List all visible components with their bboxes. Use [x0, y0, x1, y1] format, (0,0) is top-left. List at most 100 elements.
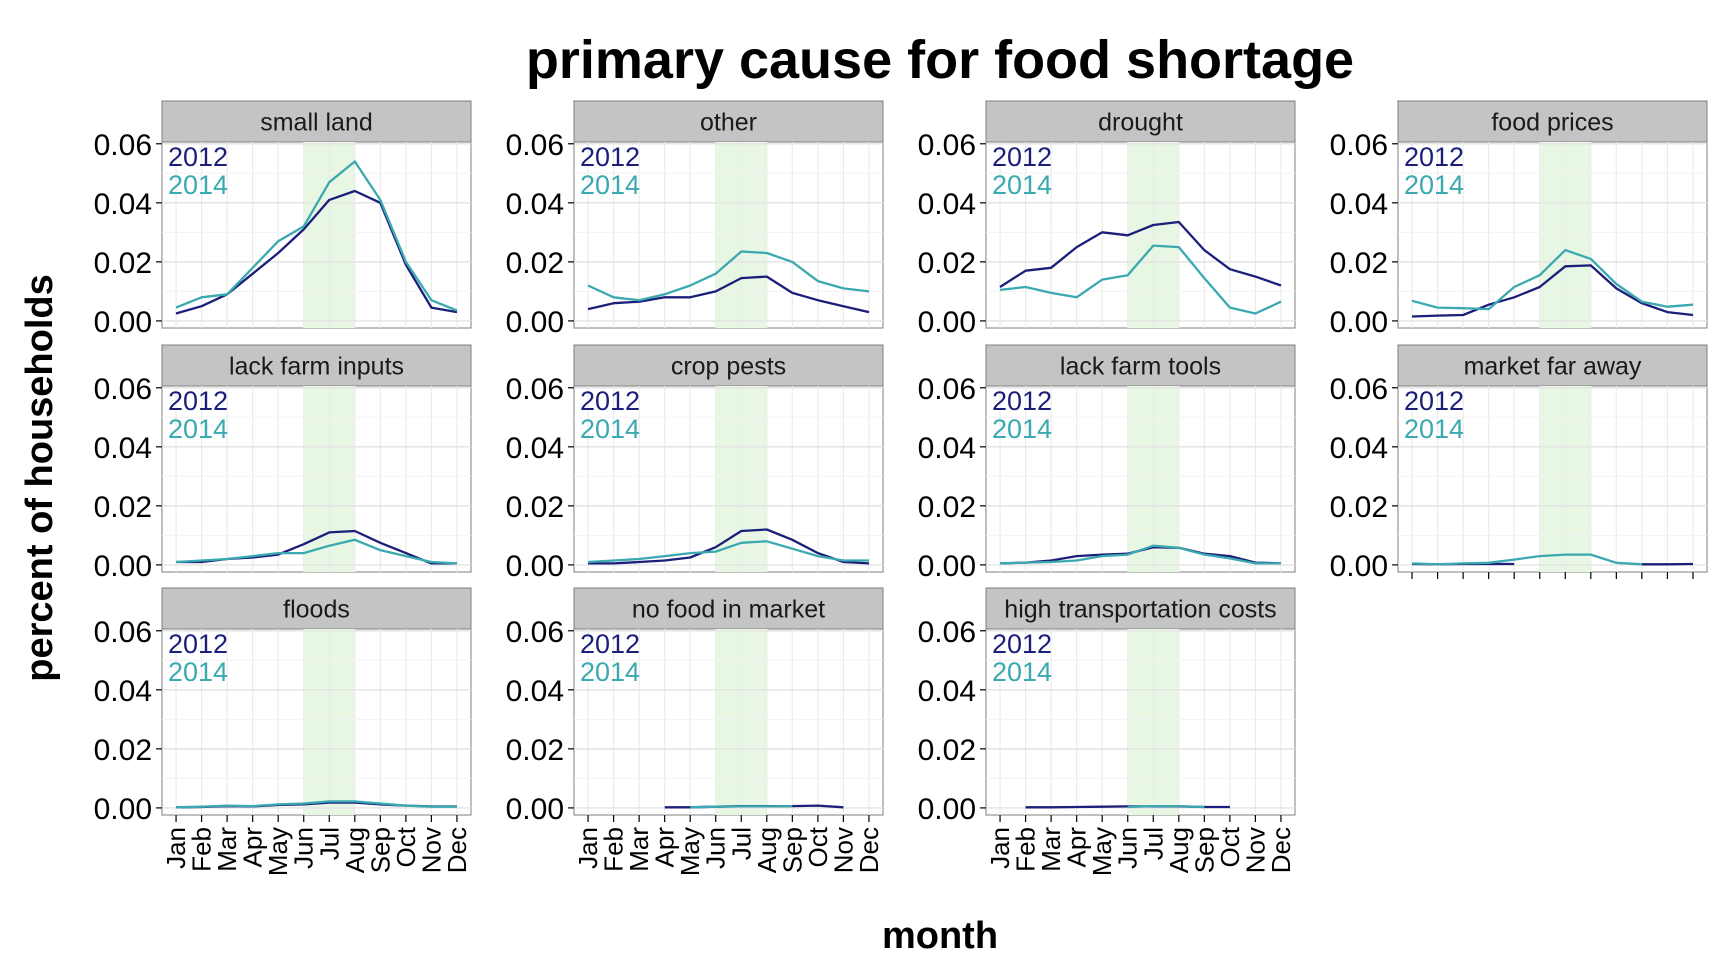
x-tick-label: Mar [212, 827, 242, 872]
y-tick-label: 0.04 [94, 675, 152, 708]
y-tick-label: 0.02 [94, 734, 152, 767]
x-tick-label: May [1087, 827, 1117, 876]
x-tick-label: Jul [314, 827, 344, 860]
x-tick-label: Apr [650, 827, 680, 868]
y-tick-label: 0.06 [918, 129, 976, 162]
x-tick-label: Feb [599, 827, 629, 872]
series-line-2014 [175, 800, 457, 809]
y-tick-label: 0.06 [918, 616, 976, 649]
x-tick-label: Nov [1240, 827, 1270, 873]
y-tick-label: 0.04 [94, 188, 152, 221]
x-tick-label: Jul [1138, 827, 1168, 860]
y-tick-label: 0.04 [1330, 432, 1388, 465]
x-tick-label: Jan [985, 827, 1015, 869]
y-tick-label: 0.04 [918, 675, 976, 708]
legend-label-2012: 2012 [168, 629, 228, 659]
strip-header [1397, 344, 1708, 387]
series-line-2012 [1411, 264, 1694, 318]
x-tick-label: Oct [1215, 826, 1245, 867]
legend-label-2014: 2014 [1404, 170, 1464, 200]
y-tick-label: 0.00 [94, 793, 152, 826]
strip-label: floods [283, 596, 350, 624]
y-tick-label: 0.00 [1330, 550, 1388, 583]
y-tick-label: 0.06 [918, 373, 976, 406]
y-tick-label: 0.02 [94, 491, 152, 524]
series-line-2012 [588, 528, 870, 565]
legend-label-2014: 2014 [1404, 414, 1464, 444]
y-tick-label: 0.02 [94, 247, 152, 280]
legend-label-2014: 2014 [580, 414, 640, 444]
series-line-2012 [999, 220, 1282, 288]
legend-label-2012: 2012 [992, 629, 1052, 659]
x-tick-label: Aug [752, 827, 782, 873]
y-tick-label: 0.02 [506, 734, 564, 767]
y-tick-label: 0.06 [506, 373, 564, 406]
y-tick-label: 0.00 [918, 306, 976, 339]
y-tick-label: 0.00 [94, 306, 152, 339]
series-line-2014 [999, 544, 1281, 565]
series-line-2014 [1411, 553, 1642, 566]
legend-label-2014: 2014 [168, 414, 228, 444]
strip-label: drought [1098, 109, 1183, 137]
strip-label: small land [260, 109, 373, 137]
series-line-2014 [1411, 248, 1694, 311]
x-tick-label: Nov [416, 827, 446, 873]
strip-label: food prices [1491, 109, 1613, 137]
legend-label-2012: 2012 [992, 386, 1052, 416]
y-tick-label: 0.00 [918, 550, 976, 583]
strip-label: no food in market [632, 596, 825, 624]
y-tick-label: 0.06 [506, 616, 564, 649]
x-tick-label: Mar [1036, 827, 1066, 872]
legend-label-2012: 2012 [580, 629, 640, 659]
y-tick-label: 0.02 [1330, 491, 1388, 524]
y-tick-label: 0.04 [506, 675, 564, 708]
y-tick-label: 0.06 [1330, 129, 1388, 162]
legend-label-2014: 2014 [992, 414, 1052, 444]
x-tick-label: Jun [289, 827, 319, 869]
x-tick-label: Nov [828, 827, 858, 873]
series-line-2014 [1127, 804, 1205, 809]
y-tick-label: 0.04 [94, 432, 152, 465]
x-tick-label: Sep [365, 827, 395, 873]
strip-label: market far away [1464, 353, 1642, 381]
x-tick-label: Jun [701, 827, 731, 869]
legend-label-2014: 2014 [992, 657, 1052, 687]
x-tick-label: Feb [1011, 827, 1041, 872]
y-tick-label: 0.02 [918, 491, 976, 524]
y-tick-label: 0.02 [918, 734, 976, 767]
y-tick-label: 0.06 [94, 373, 152, 406]
panel-9: no food in market 0.00 0.02 0.04 0.06 2012201… [506, 587, 884, 876]
y-tick-label: 0.00 [1330, 306, 1388, 339]
x-tick-label: Sep [777, 827, 807, 873]
y-tick-label: 0.00 [94, 550, 152, 583]
x-tick-label: Mar [624, 827, 654, 872]
y-tick-label: 0.02 [506, 247, 564, 280]
strip-label: crop pests [671, 353, 786, 381]
strip-header [161, 100, 472, 143]
y-tick-label: 0.00 [506, 793, 564, 826]
legend-label-2012: 2012 [1404, 142, 1464, 172]
x-tick-label: Jul [726, 827, 756, 860]
x-tick-label: Aug [1164, 827, 1194, 873]
strip-header [1397, 100, 1708, 143]
y-axis-title: percent of households [19, 274, 61, 681]
strip-header [573, 587, 884, 630]
series-line-2014 [175, 538, 458, 565]
series-line-2012 [587, 275, 870, 314]
legend-label-2014: 2014 [168, 657, 228, 687]
x-tick-label: Apr [1062, 827, 1092, 868]
y-tick-label: 0.06 [94, 616, 152, 649]
legend-label-2014: 2014 [580, 657, 640, 687]
legend-label-2012: 2012 [580, 142, 640, 172]
series-line-2014 [587, 250, 870, 302]
x-tick-label: Sep [1189, 827, 1219, 873]
x-tick-label: Jan [161, 827, 191, 869]
y-tick-label: 0.06 [1330, 373, 1388, 406]
